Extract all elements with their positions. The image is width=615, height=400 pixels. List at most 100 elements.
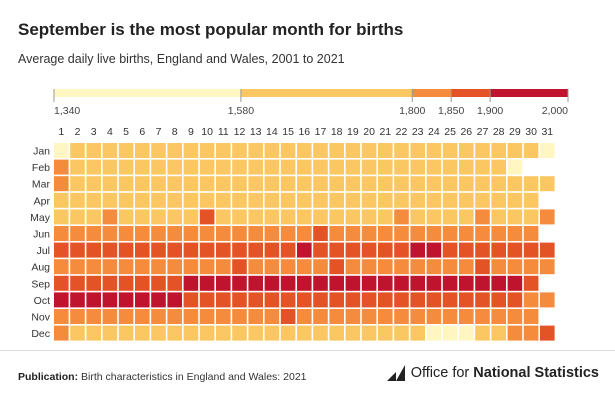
- heatmap-cell: [102, 275, 118, 291]
- heatmap-cell: [459, 325, 474, 341]
- heatmap-cell: [491, 159, 506, 175]
- heatmap-cell: [86, 242, 101, 258]
- x-tick-label: 7: [156, 126, 162, 138]
- heatmap-cell: [264, 259, 280, 275]
- heatmap-cell: [86, 309, 101, 324]
- heatmap-cell: [540, 259, 555, 275]
- heatmap-cell: [442, 192, 458, 208]
- heatmap-cell: [378, 159, 393, 175]
- ons-logo[interactable]: Office for National Statistics: [386, 365, 599, 381]
- heatmap-cell: [183, 259, 199, 275]
- legend-band: [451, 89, 491, 97]
- heatmap-cell: [86, 209, 101, 225]
- ons-logo-prefix: Office for: [410, 365, 474, 381]
- heatmap-cell: [280, 242, 296, 258]
- heatmap-cell: [70, 242, 85, 258]
- ons-logo-icon: [386, 365, 405, 381]
- x-tick-label: 12: [234, 126, 246, 138]
- x-tick-label: 15: [282, 126, 294, 138]
- legend-band: [490, 89, 568, 97]
- heatmap-cell: [329, 292, 344, 308]
- heatmap-cell: [183, 292, 199, 308]
- heatmap-cell: [248, 176, 263, 192]
- heatmap-cell: [297, 242, 312, 258]
- heatmap-cell: [135, 226, 150, 241]
- y-tick-label: Nov: [31, 312, 50, 324]
- heatmap-cell: [118, 226, 134, 241]
- heatmap-cell: [378, 176, 393, 192]
- heatmap-cell: [378, 242, 393, 258]
- heatmap-cell: [459, 159, 474, 175]
- heatmap-cell: [410, 192, 425, 208]
- heatmap-cell: [54, 292, 69, 308]
- heatmap-cell: [102, 226, 118, 241]
- heatmap-cell: [329, 309, 344, 324]
- heatmap-cell: [361, 325, 377, 341]
- heatmap-cell: [329, 176, 344, 192]
- heatmap-cell: [167, 325, 182, 341]
- heatmap-cell: [523, 176, 539, 192]
- heatmap-cell: [426, 226, 442, 241]
- heatmap-cell: [459, 309, 474, 324]
- heatmap-cell: [442, 176, 458, 192]
- heatmap-cell: [216, 309, 231, 324]
- heatmap-cell: [54, 309, 69, 324]
- heatmap-cell: [507, 275, 523, 291]
- heatmap-cell: [475, 309, 490, 324]
- heatmap-cell: [54, 209, 69, 225]
- y-tick-label: Jan: [33, 146, 50, 158]
- heatmap-cell: [345, 292, 361, 308]
- heatmap-cell: [167, 275, 182, 291]
- heatmap-cell: [232, 192, 247, 208]
- heatmap-cell: [540, 292, 555, 308]
- heatmap-cell: [297, 159, 312, 175]
- x-tick-label: 31: [541, 126, 553, 138]
- heatmap-cell: [329, 159, 344, 175]
- heatmap-cell: [361, 143, 377, 158]
- heatmap-cell: [345, 192, 361, 208]
- heatmap-cell: [297, 209, 312, 225]
- heatmap-cell: [410, 159, 425, 175]
- heatmap-cell: [475, 176, 490, 192]
- y-tick-label: Jul: [37, 245, 50, 257]
- heatmap-cell: [491, 242, 506, 258]
- x-tick-label: 10: [201, 126, 213, 138]
- heatmap-cell: [135, 176, 150, 192]
- heatmap-cell: [135, 309, 150, 324]
- heatmap-cell: [491, 259, 506, 275]
- heatmap-cell: [102, 176, 118, 192]
- heatmap-cell: [280, 209, 296, 225]
- heatmap-cell: [264, 226, 280, 241]
- heatmap-cell: [248, 325, 263, 341]
- publication-note: Publication: Birth characteristics in En…: [18, 371, 307, 383]
- heatmap-cell: [280, 259, 296, 275]
- heatmap-cell: [523, 275, 539, 291]
- heatmap-cell: [329, 209, 344, 225]
- heatmap-cell: [86, 259, 101, 275]
- heatmap-cell: [70, 226, 85, 241]
- heatmap-cell: [297, 292, 312, 308]
- heatmap-cell: [491, 226, 506, 241]
- heatmap-cell: [297, 275, 312, 291]
- heatmap-cell: [329, 259, 344, 275]
- heatmap-cell: [151, 325, 166, 341]
- heatmap-cell: [378, 325, 393, 341]
- heatmap-cell: [183, 309, 199, 324]
- heatmap-cell: [216, 143, 231, 158]
- heatmap-cell: [232, 242, 247, 258]
- heatmap-cell: [118, 143, 134, 158]
- heatmap-cell: [475, 143, 490, 158]
- heatmap-cell: [297, 176, 312, 192]
- legend-band: [412, 89, 452, 97]
- heatmap-cell: [135, 242, 150, 258]
- heatmap-cell: [248, 143, 263, 158]
- heatmap-cell: [183, 192, 199, 208]
- x-tick-label: 5: [123, 126, 129, 138]
- heatmap-cell: [410, 226, 425, 241]
- heatmap-cell: [102, 292, 118, 308]
- heatmap-cell: [491, 309, 506, 324]
- heatmap-cell: [361, 259, 377, 275]
- heatmap-cell: [345, 159, 361, 175]
- heatmap-cell: [523, 325, 539, 341]
- heatmap-cell: [475, 226, 490, 241]
